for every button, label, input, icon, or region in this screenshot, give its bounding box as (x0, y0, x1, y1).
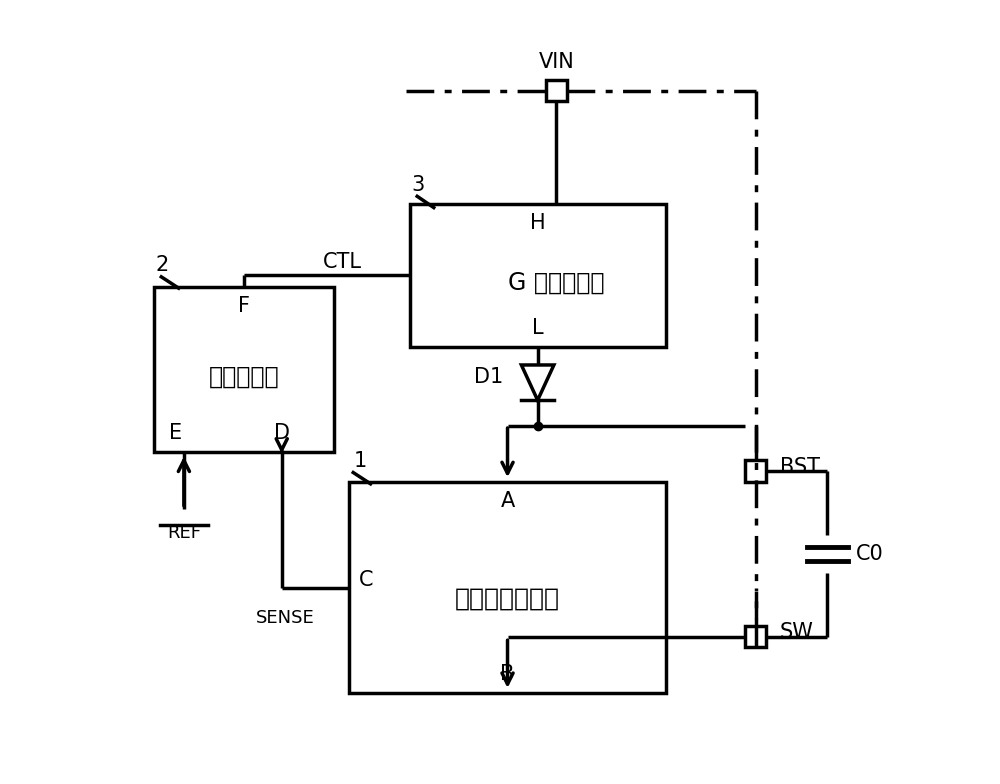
Text: H: H (530, 213, 545, 233)
Text: 3: 3 (411, 175, 424, 194)
Text: C0: C0 (856, 544, 884, 564)
Bar (349, 482, 666, 693)
Text: A: A (500, 492, 515, 511)
Text: D1: D1 (474, 367, 503, 387)
Text: L: L (532, 318, 543, 338)
Text: 电压差采样电路: 电压差采样电路 (455, 587, 560, 611)
Text: REF: REF (167, 524, 201, 542)
Bar (745, 626, 766, 647)
Text: E: E (169, 423, 182, 443)
Text: 2: 2 (155, 256, 169, 275)
Text: 1: 1 (353, 451, 366, 471)
Text: G 跨导放大器: G 跨导放大器 (508, 270, 605, 295)
Text: BST: BST (780, 456, 820, 477)
Bar (410, 204, 666, 347)
Text: CTL: CTL (322, 252, 361, 272)
Text: 误差放大器: 误差放大器 (209, 365, 279, 389)
Text: SW: SW (780, 622, 814, 642)
Bar (154, 287, 334, 452)
Bar (546, 81, 567, 101)
Text: VIN: VIN (539, 53, 574, 72)
Text: SENSE: SENSE (256, 608, 315, 626)
Text: D: D (274, 423, 290, 443)
Bar (745, 460, 766, 481)
Text: B: B (500, 664, 515, 684)
Text: F: F (238, 296, 250, 316)
Text: C: C (359, 570, 373, 590)
